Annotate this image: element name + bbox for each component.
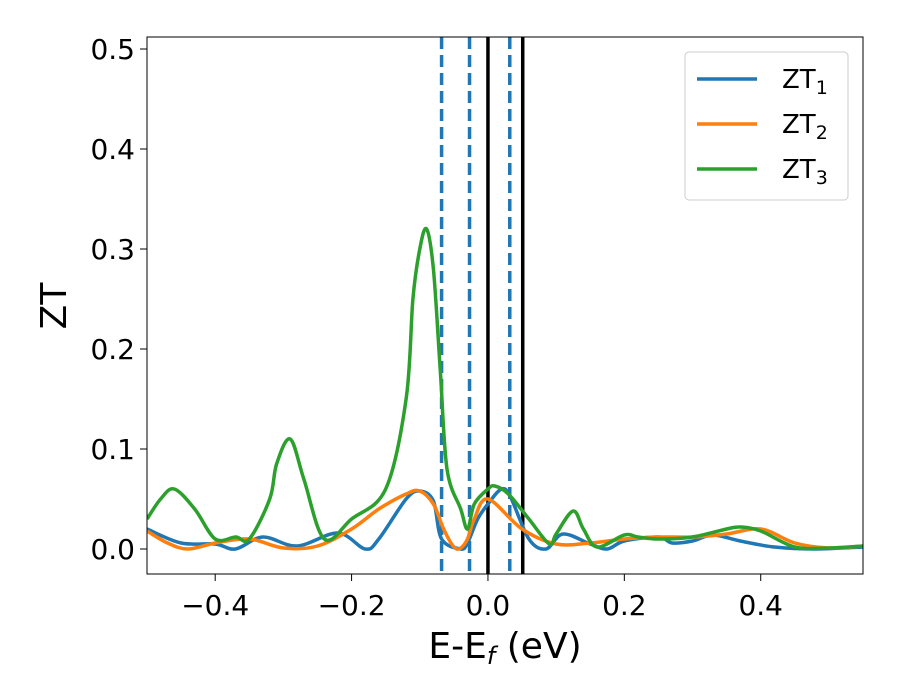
vertical-lines bbox=[439, 37, 525, 574]
y-tick-label: 0.4 bbox=[90, 133, 135, 166]
x-tick-label: −0.2 bbox=[318, 589, 386, 622]
legend-label-zt2: ZT2 bbox=[782, 110, 828, 144]
x-tick-label: −0.4 bbox=[181, 589, 249, 622]
x-tick-label: 0.4 bbox=[738, 589, 783, 622]
x-tick-label: 0.2 bbox=[602, 589, 647, 622]
series-line-zt3 bbox=[147, 226, 863, 551]
legend-label-zt1: ZT1 bbox=[782, 65, 828, 99]
y-tick-label: 0.0 bbox=[90, 533, 135, 566]
x-tick-label: 0.0 bbox=[466, 589, 511, 622]
legend-box bbox=[684, 51, 849, 201]
y-tick-label: 0.1 bbox=[90, 433, 135, 466]
legend-label-zt3: ZT3 bbox=[782, 155, 828, 189]
y-tick-label: 0.3 bbox=[90, 233, 135, 266]
plot-frame bbox=[146, 36, 864, 575]
y-axis-title: ZT bbox=[34, 282, 75, 330]
x-axis-title: E-Ef (eV) bbox=[428, 626, 581, 670]
y-tick-label: 0.5 bbox=[90, 33, 135, 66]
y-tick-label: 0.2 bbox=[90, 333, 135, 366]
legend: ZT1 ZT2 ZT3 bbox=[684, 51, 849, 201]
series-line-zt1 bbox=[147, 486, 863, 551]
series-lines bbox=[147, 226, 863, 551]
x-axis-ticks: −0.4 −0.2 0.0 0.2 0.4 bbox=[181, 574, 783, 622]
y-axis-ticks: 0.0 0.1 0.2 0.3 0.4 0.5 bbox=[90, 33, 147, 566]
